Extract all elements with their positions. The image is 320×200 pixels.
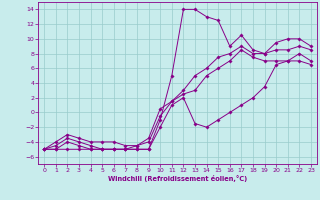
X-axis label: Windchill (Refroidissement éolien,°C): Windchill (Refroidissement éolien,°C) (108, 175, 247, 182)
